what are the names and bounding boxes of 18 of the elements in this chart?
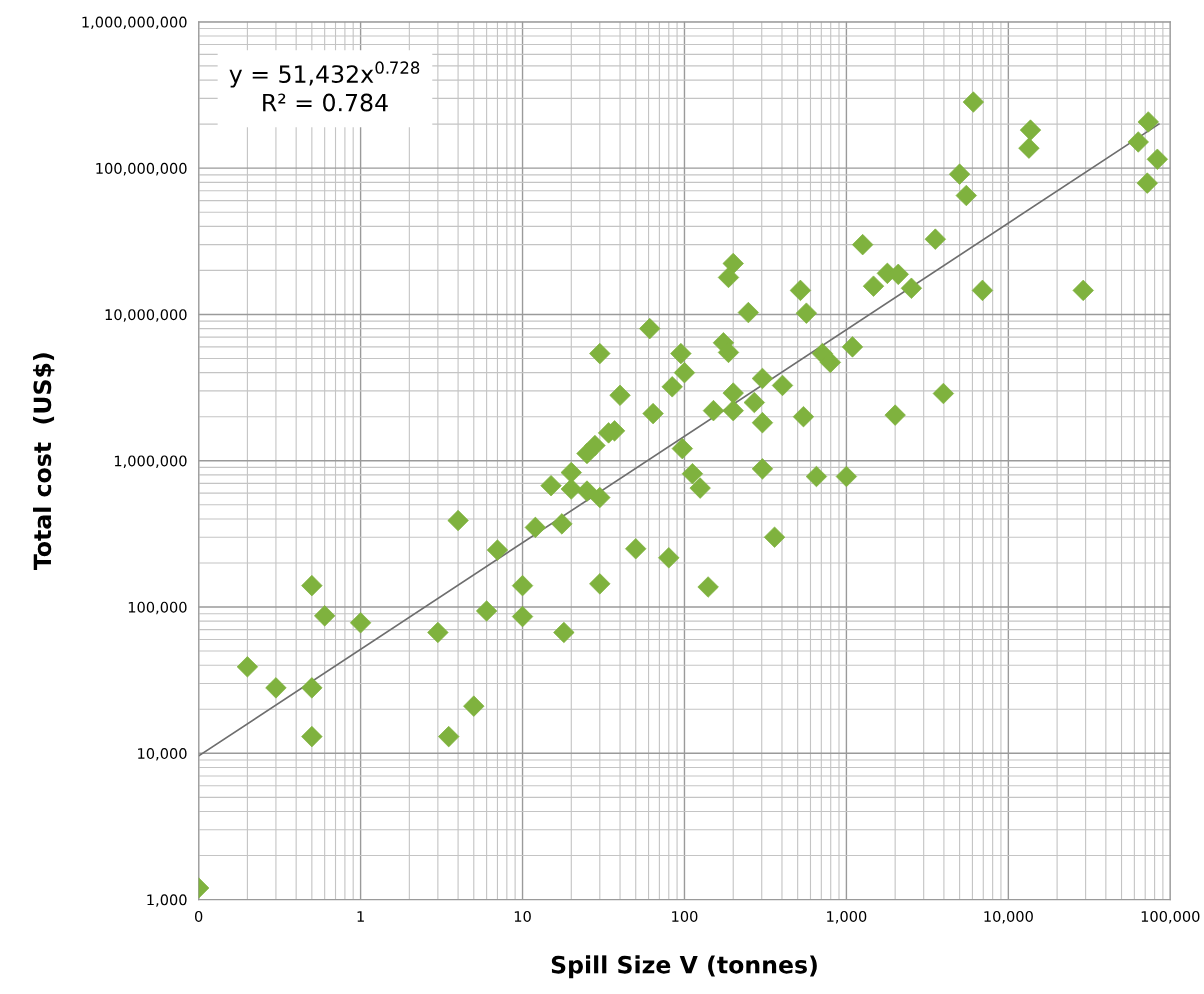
x-tick-label: 1,000 xyxy=(827,910,867,924)
annotation: y = 51,432x$^{0.728}$ xyxy=(229,61,420,88)
y-tick-label: 10,000,000 xyxy=(105,309,187,322)
y-tick-label: 100,000,000 xyxy=(96,162,187,176)
x-tick-label: 100,000 xyxy=(1141,910,1200,924)
y-tick-label: 1,000 xyxy=(147,894,187,907)
x-tick-label: 0 xyxy=(194,910,203,922)
y-tick-label: 1,000,000 xyxy=(114,455,187,468)
y-tick-label: 100,000 xyxy=(128,601,187,615)
x-tick-label: 1 xyxy=(357,911,364,922)
y-tick-label: 10,000 xyxy=(138,748,187,761)
y-axis-title: Total cost (US$) xyxy=(33,353,55,571)
x-tick-label: 10 xyxy=(514,910,531,922)
x-tick-label: 100 xyxy=(672,910,698,922)
annotation: R² = 0.784 xyxy=(263,93,388,112)
x-axis-title: Spill Size V (tonnes) xyxy=(551,955,817,979)
y-tick-label: 1,000,000,000 xyxy=(82,16,187,30)
x-tick-label: 10,000 xyxy=(984,910,1033,924)
